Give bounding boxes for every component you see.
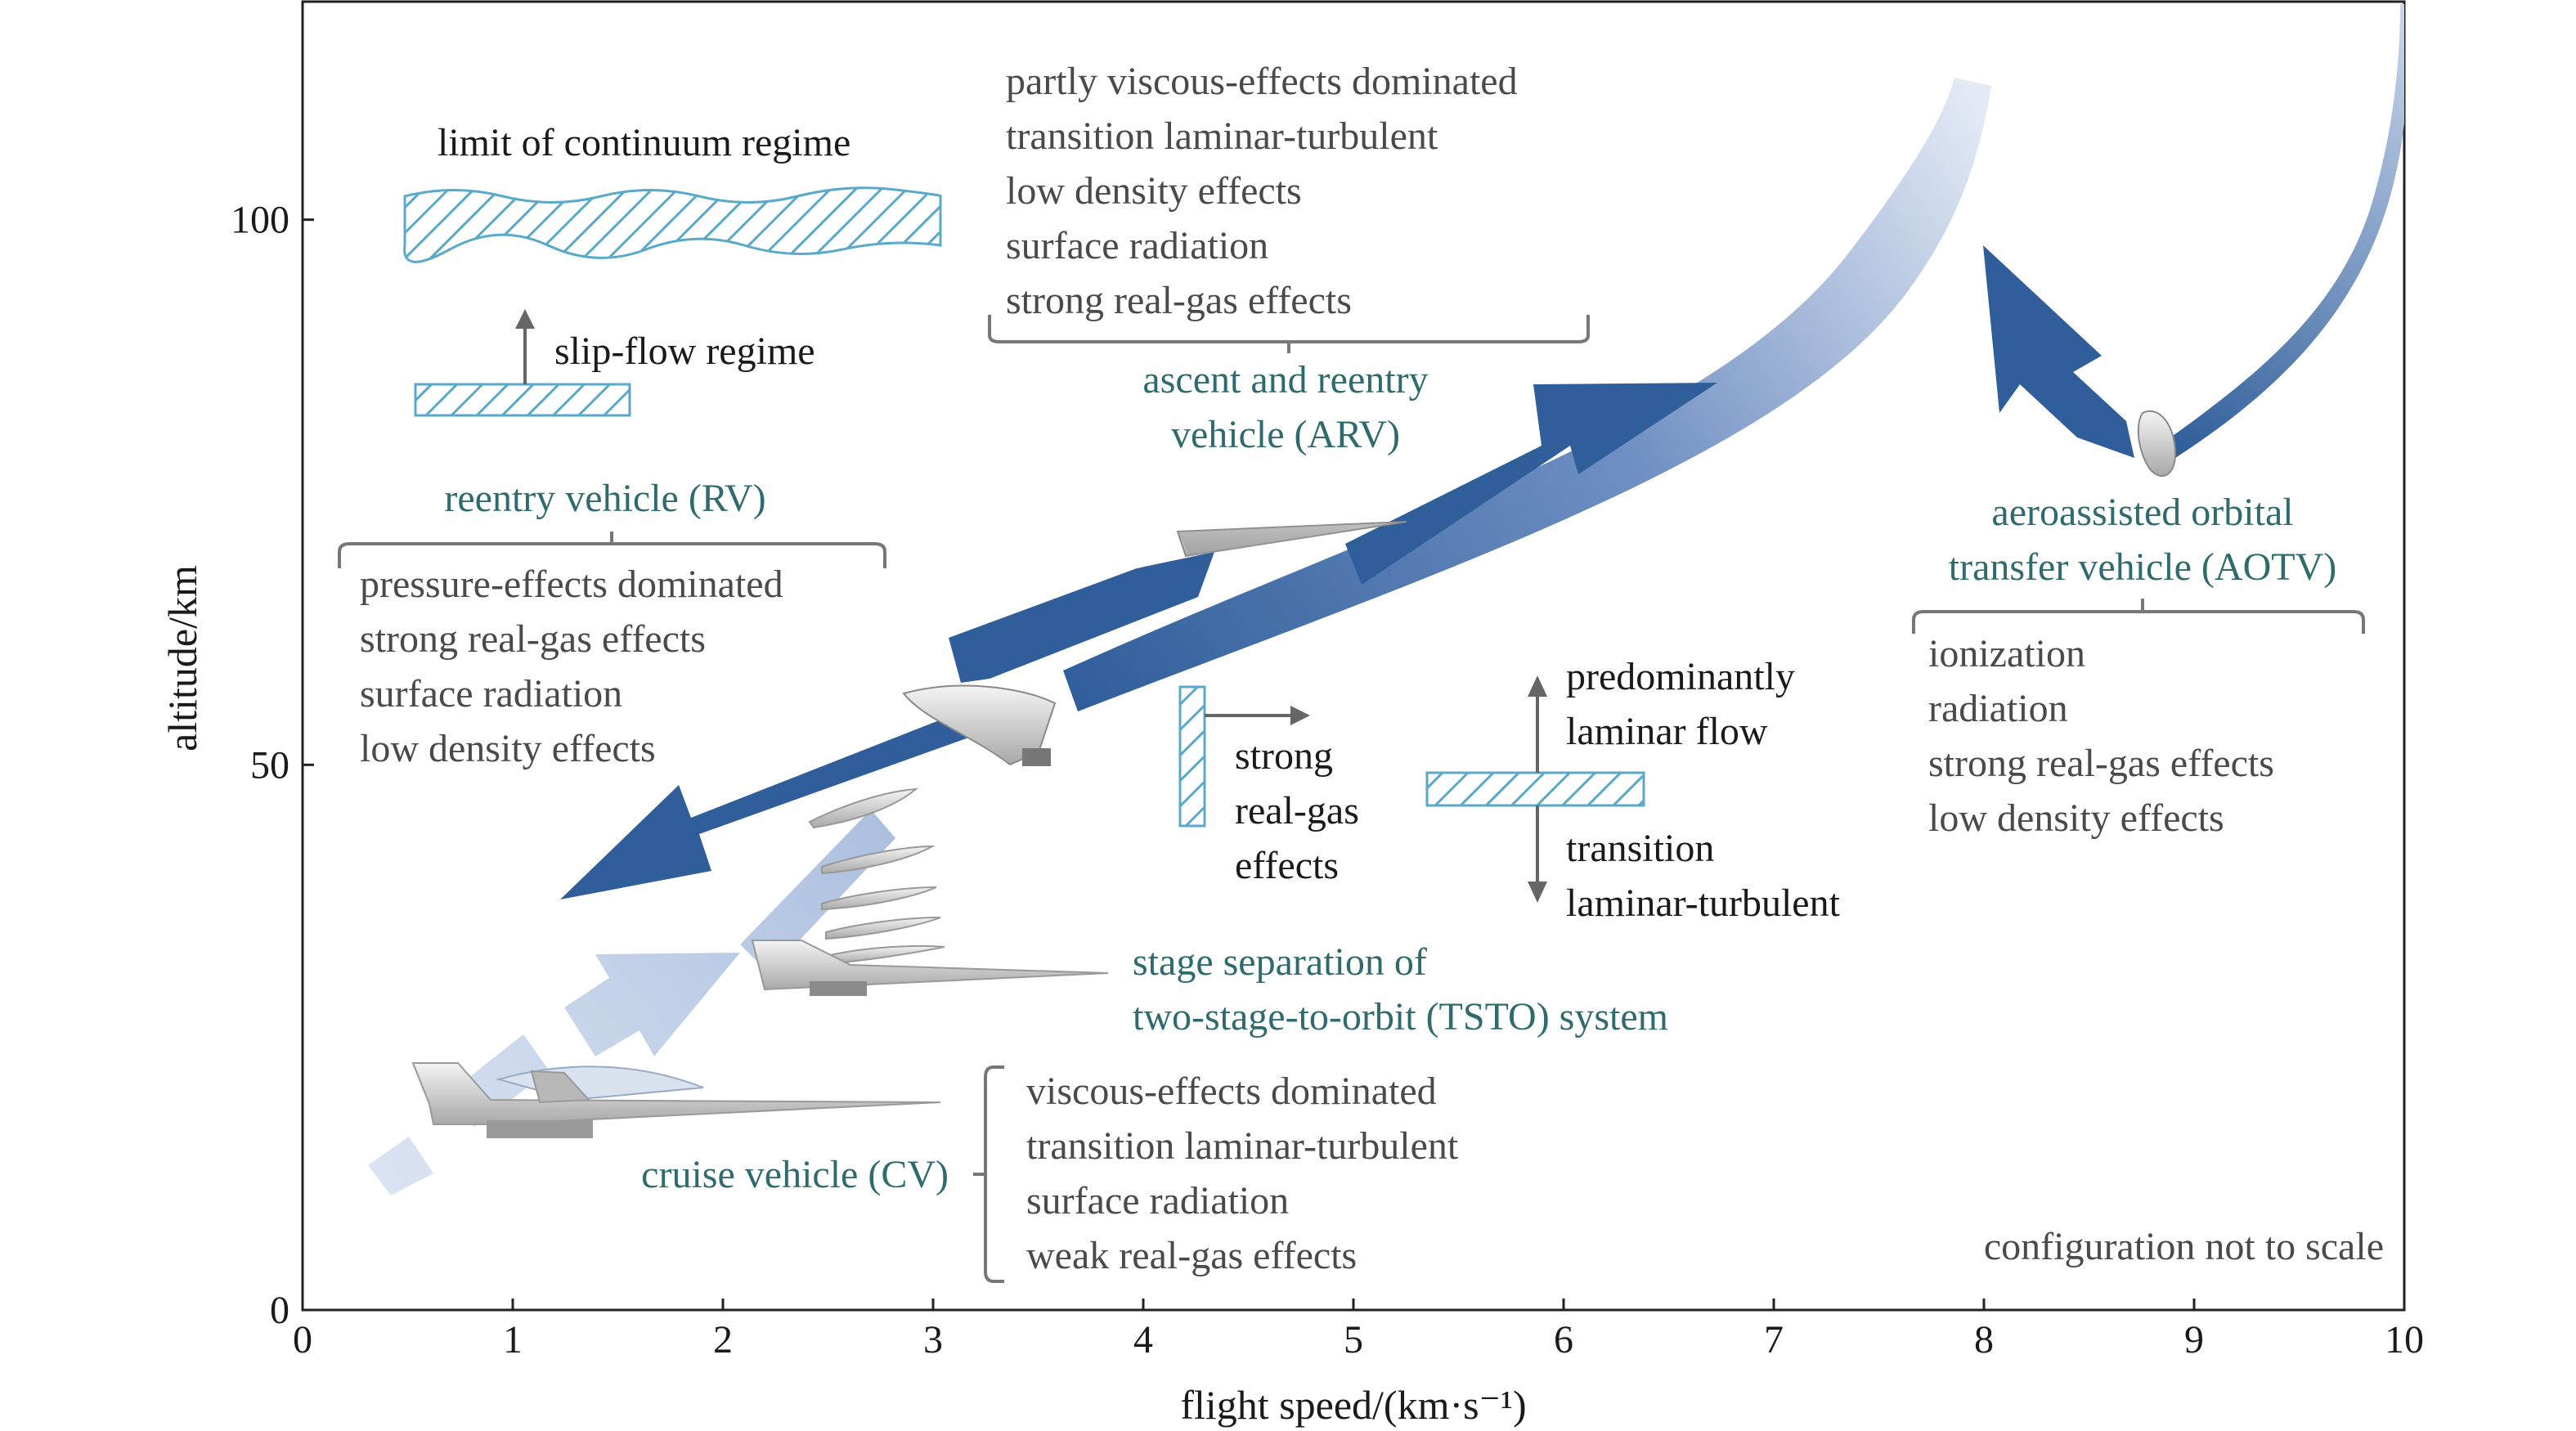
laminar-label-line1: predominantly [1566, 655, 1795, 698]
aotv-vehicle [2137, 410, 2177, 478]
aotv-effect: strong real-gas effects [1928, 742, 2274, 785]
arv-effect: partly viscous-effects dominated [1006, 60, 1518, 103]
x-tick-label: 8 [1974, 1318, 1994, 1361]
x-tick-label: 1 [503, 1318, 523, 1361]
y-axis-ticks: 0 50 100 [231, 199, 314, 1332]
rv-effect: low density effects [360, 727, 656, 770]
real-gas-arrowhead [1290, 706, 1310, 725]
transition-label-line2: laminar-turbulent [1566, 881, 1841, 925]
aotv-arrow [1983, 245, 2134, 458]
cv-vehicle [411, 1062, 941, 1138]
cv-name: cruise vehicle (CV) [641, 1153, 949, 1196]
x-tick-label: 4 [1133, 1318, 1153, 1361]
arv-name-line2: vehicle (ARV) [1171, 413, 1400, 456]
x-axis-label: flight speed/(km·s⁻¹) [1180, 1382, 1526, 1428]
transition-label-line1: transition [1566, 827, 1714, 870]
x-axis-ticks: 0 1 2 3 4 5 6 7 8 9 10 [293, 1299, 2424, 1361]
scale-note: configuration not to scale [1984, 1225, 2384, 1268]
aotv-name-line2: transfer vehicle (AOTV) [1949, 545, 2336, 589]
rv-effect: strong real-gas effects [360, 617, 706, 661]
rv-effect: pressure-effects dominated [360, 563, 783, 606]
x-tick-label: 3 [923, 1318, 943, 1361]
tsto-stages [808, 787, 945, 965]
continuum-limit-label: limit of continuum regime [438, 121, 850, 164]
real-gas-label-line3: effects [1235, 844, 1339, 887]
tsto-carrier-vehicle [751, 940, 1109, 996]
slip-flow-label: slip-flow regime [554, 330, 815, 373]
arv-vehicle [1176, 521, 1407, 558]
arv-effect: strong real-gas effects [1006, 279, 1352, 322]
laminar-hatch [1425, 771, 1645, 807]
rv-name: reentry vehicle (RV) [444, 477, 765, 520]
laminar-up-arrowhead [1528, 675, 1547, 697]
rv-effects-list: pressure-effects dominated strong real-g… [360, 563, 783, 770]
tsto-name-line2: two-stage-to-orbit (TSTO) system [1133, 995, 1668, 1038]
x-tick-label: 10 [2385, 1318, 2424, 1361]
laminar-label-line2: laminar flow [1566, 710, 1768, 753]
y-tick-label: 0 [270, 1289, 289, 1332]
real-gas-label-line2: real-gas [1235, 789, 1359, 832]
arv-name-line1: ascent and reentry [1142, 358, 1428, 401]
aotv-trajectory [2159, 4, 2404, 458]
arv-bracket [988, 315, 1590, 353]
cv-effect: transition laminar-turbulent [1026, 1124, 1459, 1168]
arv-ascent-arrow [1345, 383, 1717, 585]
transition-down-arrowhead [1528, 881, 1547, 903]
arv-effect: surface radiation [1006, 224, 1268, 267]
rv-effect: surface radiation [360, 672, 622, 716]
rv-descent-arrow [560, 691, 1030, 899]
x-tick-label: 6 [1554, 1318, 1573, 1361]
aotv-effects-list: ionization radiation strong real-gas eff… [1928, 632, 2274, 840]
arv-effect: low density effects [1006, 169, 1302, 213]
x-tick-label: 0 [293, 1318, 312, 1361]
x-tick-label: 7 [1764, 1318, 1784, 1361]
cv-effects-list: viscous-effects dominated transition lam… [1026, 1070, 1459, 1277]
x-tick-label: 5 [1344, 1318, 1363, 1361]
y-axis-label: altitude/km [159, 565, 205, 751]
aotv-effect: low density effects [1928, 796, 2224, 840]
x-tick-label: 2 [713, 1318, 733, 1361]
aotv-bracket [1912, 599, 2365, 634]
tsto-name-line1: stage separation of [1133, 940, 1427, 984]
aotv-effect: radiation [1928, 687, 2068, 730]
x-tick-label: 9 [2184, 1318, 2204, 1361]
slip-flow-arrowhead [515, 309, 535, 329]
rv-vehicle [902, 684, 1057, 766]
ascent-trajectory [1063, 78, 1991, 711]
y-tick-label: 50 [250, 743, 289, 787]
continuum-limit-hatch [403, 186, 942, 263]
cv-effect: viscous-effects dominated [1026, 1070, 1437, 1113]
arv-mid-arrow [949, 552, 1214, 683]
aotv-effect: ionization [1928, 632, 2085, 675]
aotv-name-line1: aeroassisted orbital [1991, 491, 2293, 534]
real-gas-hatch [1178, 685, 1206, 828]
cv-effect: weak real-gas effects [1026, 1234, 1357, 1277]
arv-effects-list: partly viscous-effects dominated transit… [1006, 60, 1518, 322]
cv-effect: surface radiation [1026, 1179, 1289, 1222]
cv-bracket [973, 1065, 1004, 1283]
slip-flow-hatch [414, 383, 631, 417]
arv-effect: transition laminar-turbulent [1006, 114, 1438, 158]
real-gas-label-line1: strong [1235, 734, 1333, 778]
rv-bracket [338, 532, 886, 568]
y-tick-label: 100 [231, 199, 289, 242]
